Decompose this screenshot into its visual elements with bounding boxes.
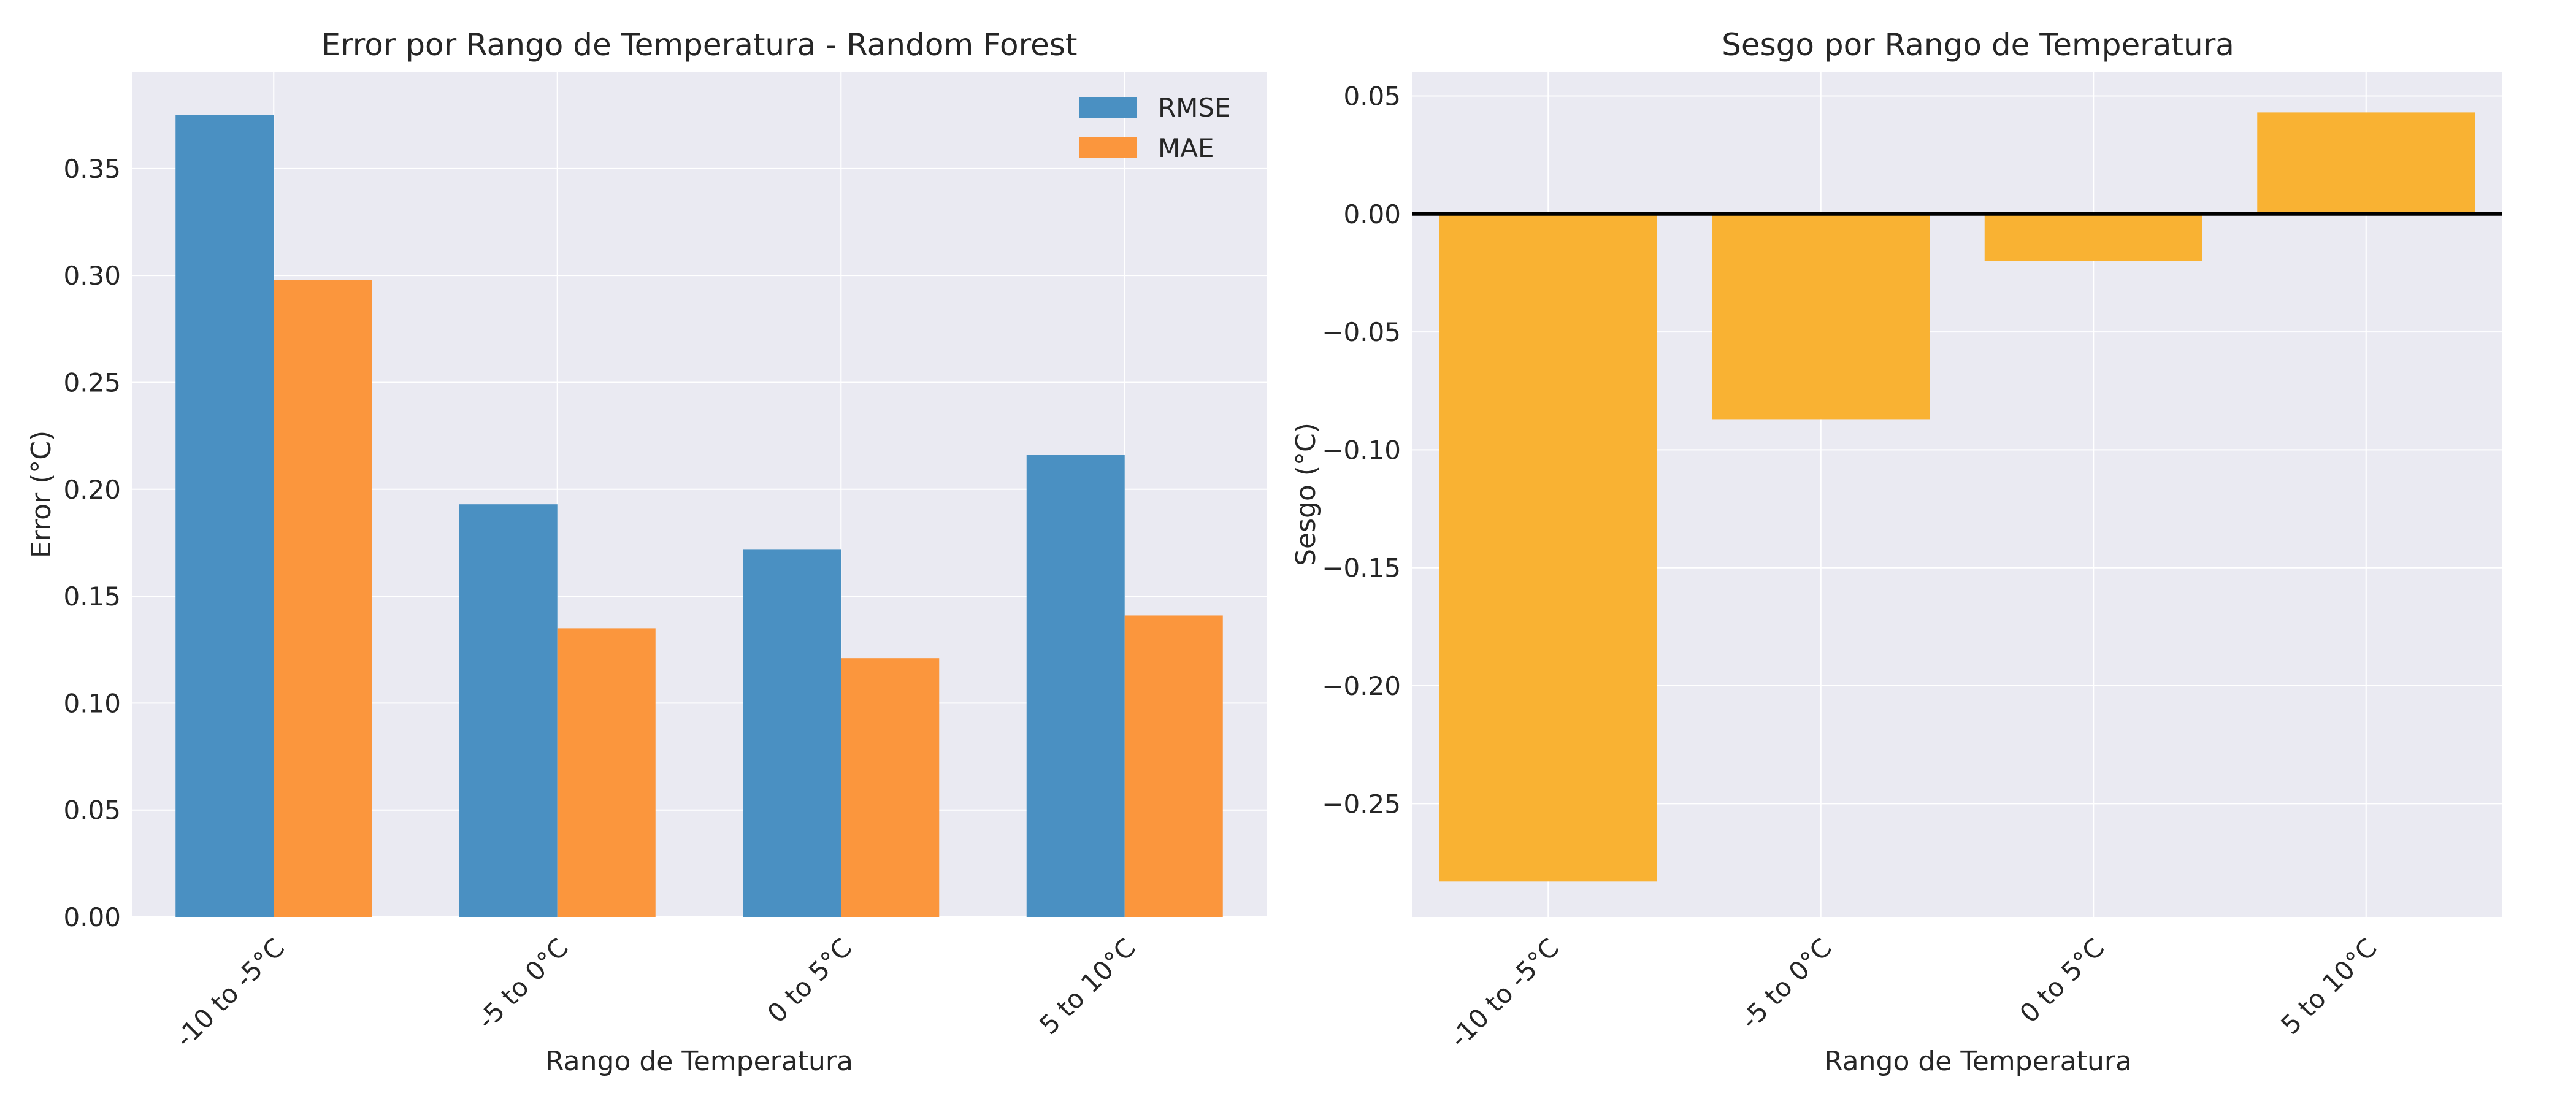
legend-label-rmse: RMSE — [1158, 93, 1231, 123]
bias-chart-title: Sesgo por Rango de Temperatura — [1722, 27, 2234, 63]
error-chart-y-tick-label: 0.20 — [63, 475, 121, 505]
bias-chart-y-tick-label: −0.15 — [1322, 553, 1401, 583]
bias-chart: 0.05 0.00 −0.05 −0.10 −0.15 −0.20 −0.25 -10 to… — [1290, 27, 2502, 1077]
bias-chart-y-axis-label: Sesgo (°C) — [1290, 423, 1322, 566]
error-chart-x-tick-label: 0 to 5°C — [762, 932, 858, 1029]
error-chart-y-tick-label: 0.00 — [63, 902, 121, 932]
error-chart-y-tick-label: 0.10 — [63, 688, 121, 718]
bar-bias-5-to-10-c — [2257, 112, 2475, 214]
bias-chart-x-tick-label: 5 to 10°C — [2275, 932, 2383, 1040]
error-chart-y-tick-label: 0.30 — [63, 261, 121, 291]
legend-swatch-mae — [1079, 137, 1137, 158]
error-chart-x-tick-label: -5 to 0°C — [471, 932, 573, 1035]
bar-bias-5-to-0-c — [1712, 213, 1930, 420]
error-chart-x-tick-label: 5 to 10°C — [1033, 932, 1141, 1040]
error-chart-legend: RMSE MAE — [1079, 93, 1231, 163]
bias-chart-y-tick-label: −0.25 — [1322, 789, 1401, 819]
bar-bias-10-to-5-c — [1439, 213, 1657, 882]
bias-chart-x-tick-label: -5 to 0°C — [1735, 932, 1837, 1035]
bar-rmse-5-to-0-c — [459, 504, 558, 917]
bar-mae-5-to-0-c — [557, 628, 656, 917]
error-chart-x-axis-label: Rango de Temperatura — [545, 1046, 853, 1077]
error-chart-y-tick-label: 0.05 — [63, 795, 121, 826]
legend-label-mae: MAE — [1158, 133, 1214, 163]
bar-bias-0-to-5-c — [1984, 213, 2202, 261]
bias-chart-x-axis-label: Rango de Temperatura — [1824, 1046, 2132, 1077]
bar-rmse-0-to-5-c — [743, 549, 841, 917]
bias-chart-x-tick-label: -10 to -5°C — [1444, 932, 1565, 1053]
bar-rmse-5-to-10-c — [1026, 455, 1125, 917]
bar-rmse-10-to-5-c — [175, 115, 274, 917]
bar-mae-10-to-5-c — [274, 280, 372, 917]
legend-swatch-rmse — [1079, 97, 1137, 118]
bias-chart-y-tick-label: −0.05 — [1322, 317, 1401, 347]
bias-chart-y-tick-label: 0.00 — [1343, 199, 1401, 229]
error-chart-title: Error por Rango de Temperatura - Random … — [321, 27, 1077, 63]
error-chart-y-tick-label: 0.35 — [63, 154, 121, 184]
bias-chart-y-tick-label: −0.20 — [1322, 671, 1401, 701]
error-chart: 0.00 0.05 0.10 0.15 0.20 0.25 0.30 0.35 -10 to … — [26, 27, 1267, 1077]
bar-mae-0-to-5-c — [841, 658, 940, 917]
error-chart-y-tick-label: 0.15 — [63, 581, 121, 611]
error-chart-y-tick-label: 0.25 — [63, 367, 121, 397]
error-chart-y-axis-label: Error (°C) — [26, 431, 57, 558]
bias-chart-y-tick-label: −0.10 — [1322, 435, 1401, 465]
bias-chart-x-tick-label: 0 to 5°C — [2014, 932, 2110, 1029]
bar-mae-5-to-10-c — [1124, 615, 1223, 917]
bias-chart-y-tick-label: 0.05 — [1343, 81, 1401, 111]
error-chart-x-tick-label: -10 to -5°C — [169, 932, 290, 1053]
